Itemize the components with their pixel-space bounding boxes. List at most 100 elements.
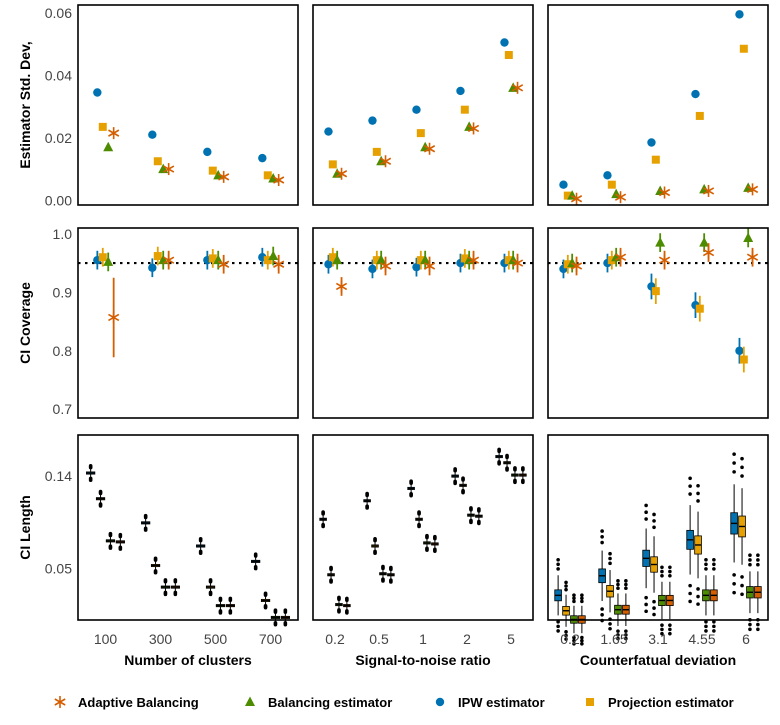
point-projection <box>416 129 425 138</box>
legend-marker-balancing <box>245 696 255 706</box>
box-ipw <box>251 552 261 571</box>
box-ipw <box>319 510 327 529</box>
box-ipw <box>86 464 96 483</box>
point-adaptive <box>511 81 524 94</box>
box-projection <box>694 484 702 606</box>
point-adaptive <box>218 170 230 183</box>
point-adaptive <box>423 260 436 272</box>
point-projection <box>208 254 217 263</box>
panel-border <box>77 434 299 621</box>
panel-sd-0 <box>77 4 299 206</box>
point-adaptive <box>511 257 524 270</box>
panel-border <box>77 4 299 206</box>
point-projection <box>372 256 381 265</box>
point-adaptive <box>614 251 627 264</box>
point-projection <box>372 147 381 156</box>
row-label-length: CI Length <box>17 495 33 560</box>
box-projection <box>150 556 161 575</box>
point-balancing <box>699 237 710 247</box>
box-balancing <box>658 565 666 636</box>
y-tick-label: 0.7 <box>53 401 73 417</box>
point-adaptive <box>335 280 348 293</box>
box-ipw <box>642 503 650 614</box>
panel-border <box>312 434 534 621</box>
point-ipw <box>559 180 568 189</box>
point-adaptive <box>163 163 175 176</box>
point-ipw <box>368 116 377 125</box>
panel-length-2 <box>547 434 769 646</box>
point-ipw <box>603 171 612 180</box>
point-projection <box>208 166 217 175</box>
box-projection <box>260 591 271 610</box>
point-projection <box>504 51 513 59</box>
y-tick-label: 0.06 <box>45 5 72 21</box>
point-projection <box>416 256 425 265</box>
box-projection <box>503 453 511 472</box>
point-balancing <box>268 250 279 261</box>
point-projection <box>563 191 572 200</box>
panel-border <box>547 4 769 206</box>
point-balancing <box>103 256 114 266</box>
point-adaptive <box>108 127 120 140</box>
x-tick-label: 0.2 <box>560 631 580 647</box>
row-label-sd: Estimator Std. Dev, <box>17 41 33 168</box>
box-adaptive <box>343 596 351 615</box>
point-projection <box>695 111 704 120</box>
box-adaptive <box>280 608 290 627</box>
point-ipw <box>324 127 333 136</box>
point-balancing <box>103 141 114 152</box>
y-tick-label: 0.9 <box>53 284 73 300</box>
point-adaptive <box>570 260 583 272</box>
box-balancing <box>160 578 171 597</box>
panel-border <box>312 227 534 419</box>
point-adaptive <box>702 246 715 259</box>
point-adaptive <box>379 260 392 272</box>
y-tick-label: 1.0 <box>53 226 73 242</box>
point-adaptive <box>614 191 627 204</box>
point-balancing <box>743 232 754 242</box>
box-adaptive <box>115 532 125 551</box>
box-ipw <box>407 479 415 498</box>
box-balancing <box>423 533 431 552</box>
box-ipw <box>730 452 738 595</box>
box-ipw <box>554 557 562 633</box>
point-projection <box>460 105 469 114</box>
point-projection <box>263 171 272 180</box>
box-projection <box>738 456 746 597</box>
box-balancing <box>379 564 387 583</box>
legend-label-ipw: IPW estimator <box>458 695 545 710</box>
point-projection <box>563 260 572 269</box>
box-ipw <box>141 513 151 532</box>
x-tick-label: 0.5 <box>369 631 389 647</box>
point-balancing <box>332 254 343 265</box>
box-projection <box>459 476 467 495</box>
point-balancing <box>420 254 431 265</box>
point-projection <box>607 180 616 189</box>
box-ipw <box>196 536 206 556</box>
box-adaptive <box>519 466 527 485</box>
point-adaptive <box>702 184 715 197</box>
point-adaptive <box>163 254 175 267</box>
x-tick-label: 500 <box>204 631 228 647</box>
box-projection <box>95 489 106 508</box>
point-adaptive <box>570 192 583 205</box>
x-tick-label: 1.65 <box>600 631 627 647</box>
box-balancing <box>702 557 710 633</box>
point-adaptive <box>218 258 230 271</box>
box-ipw <box>495 447 503 466</box>
box-projection <box>205 578 216 597</box>
y-tick-label: 0.05 <box>45 561 72 577</box>
legend-label-balancing: Balancing estimator <box>268 695 392 710</box>
x-tick-label: 2 <box>463 631 471 647</box>
point-ipw <box>735 10 744 19</box>
point-ipw <box>500 38 509 47</box>
point-ipw <box>93 88 102 97</box>
box-projection <box>606 551 614 631</box>
point-projection <box>328 160 337 169</box>
box-balancing <box>511 466 519 485</box>
point-adaptive <box>746 183 759 196</box>
point-projection <box>328 253 337 262</box>
box-balancing <box>270 608 281 627</box>
panel-border <box>547 227 769 419</box>
